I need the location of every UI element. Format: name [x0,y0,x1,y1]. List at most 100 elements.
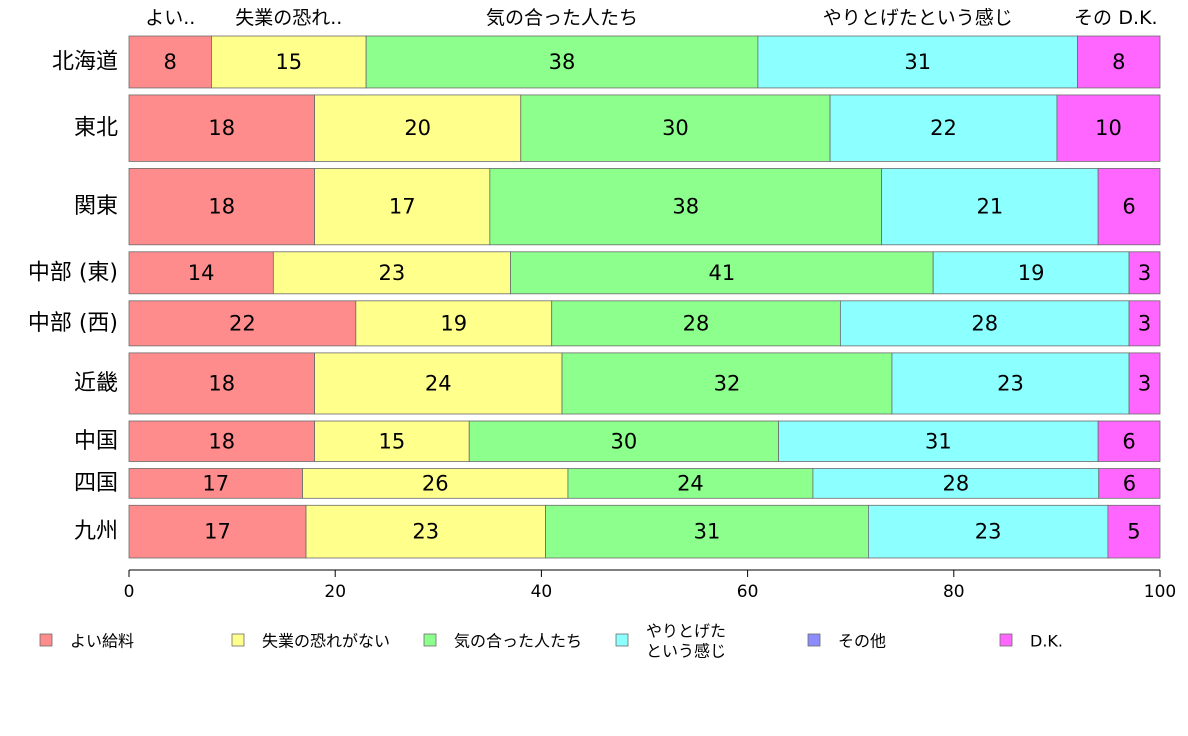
bar-row: 東北 18 20 30 22 10 [74,94,1161,162]
row-label: 中部 (西) [28,311,118,336]
data-label: 17 [202,471,229,495]
bar-segment [314,352,563,415]
series-top-label: よい.. [145,7,195,29]
bar-row: 近畿 18 24 32 23 3 [74,352,1161,415]
x-tick-label: 40 [531,582,553,602]
data-label: 3 [1138,371,1151,395]
data-label: 14 [188,261,215,285]
data-label: 3 [1138,311,1151,335]
data-label: 17 [389,195,416,219]
x-tick-label: 60 [737,582,759,602]
bar-segment [128,420,315,462]
data-label: 41 [708,261,735,285]
data-label: 8 [164,50,177,74]
bar-segment [128,94,315,162]
bar-segment [561,352,893,415]
data-label: 30 [662,116,689,140]
data-label: 38 [549,50,576,74]
bar-segment [510,251,934,295]
legend-item: 気の合った人たち [423,632,582,651]
bar-row: 北海道 8 15 38 31 8 [52,35,1161,89]
legend-swatch [999,633,1013,647]
data-label: 3 [1138,261,1151,285]
bar-segment [1128,352,1161,415]
data-label: 23 [412,520,439,544]
bar-segment [778,420,1099,462]
data-label: 23 [975,520,1002,544]
legend-swatch [615,633,629,647]
data-label: 24 [425,371,452,395]
data-label: 23 [379,261,406,285]
bar-segment [314,94,522,162]
legend-item: D.K. [999,632,1063,651]
x-tick-label: 0 [124,582,135,602]
row-label: 東北 [74,116,118,141]
row-label: 近畿 [74,371,118,396]
legend-swatch [39,633,53,647]
data-label: 30 [611,429,638,453]
series-top-label: D.K. [1118,7,1157,29]
bar-segment [812,468,1100,499]
legend-label: D.K. [1030,632,1063,651]
bar-row: 四国 17 26 24 28 6 [74,468,1161,499]
data-label: 18 [208,116,235,140]
series-top-labels: よい.. 失業の恐れ.. 気の合った人たち やりとげたという感じ その D.K. [145,7,1157,29]
bar-segment [1128,251,1161,295]
bar-segment [1128,300,1161,347]
series-top-label: 失業の恐れ.. [235,7,342,29]
x-tick-label: 20 [324,582,346,602]
bar-row: 中国 18 15 30 31 6 [74,420,1161,462]
data-label: 15 [275,50,302,74]
bar-segment [567,468,814,499]
legend-label: よい給料 [70,632,134,651]
legend-swatch [231,633,245,647]
bar-segment [365,35,759,89]
data-label: 22 [930,116,957,140]
x-tick-label: 100 [1144,582,1176,602]
legend-item: やりとげたという感じ [615,622,726,661]
series-top-label: 気の合った人たち [486,7,638,29]
bar-segment [302,468,569,499]
bar-row: 九州 17 23 31 23 5 [74,504,1161,559]
data-label: 6 [1123,471,1136,495]
legend-item: 失業の恐れがない [231,632,390,651]
row-label: 関東 [74,194,118,219]
row-label: 九州 [74,519,118,544]
data-label: 28 [683,311,710,335]
series-top-label: やりとげたという感じ [823,7,1013,29]
data-label: 23 [997,371,1024,395]
legend-label: やりとげた [646,622,726,641]
data-label: 19 [1018,261,1045,285]
bar-segment [355,300,553,347]
legend-label: 気の合った人たち [454,632,582,651]
bar-segment [520,94,831,162]
data-label: 19 [440,311,467,335]
data-label: 24 [677,471,704,495]
data-label: 18 [208,429,235,453]
bar-segment [211,35,367,89]
data-label: 18 [208,195,235,219]
bar-segment [128,251,274,295]
bar-segment [1107,504,1161,559]
data-label: 31 [694,520,721,544]
data-label: 8 [1112,50,1125,74]
data-label: 20 [404,116,431,140]
data-label: 6 [1122,195,1135,219]
bar-segment [932,251,1130,295]
data-label: 17 [204,520,231,544]
bar-segment [551,300,841,347]
bar-segment [829,94,1058,162]
legend-swatch [807,633,821,647]
data-label: 26 [422,471,449,495]
data-label: 31 [904,50,931,74]
data-label: 5 [1127,520,1140,544]
bar-segment [545,504,869,559]
legend-item: その他 [807,632,886,651]
series-top-label: その [1074,7,1112,29]
bar-segment [1097,420,1161,462]
data-label: 32 [714,371,741,395]
legend-label: その他 [838,632,886,651]
bar-segment [128,468,303,499]
